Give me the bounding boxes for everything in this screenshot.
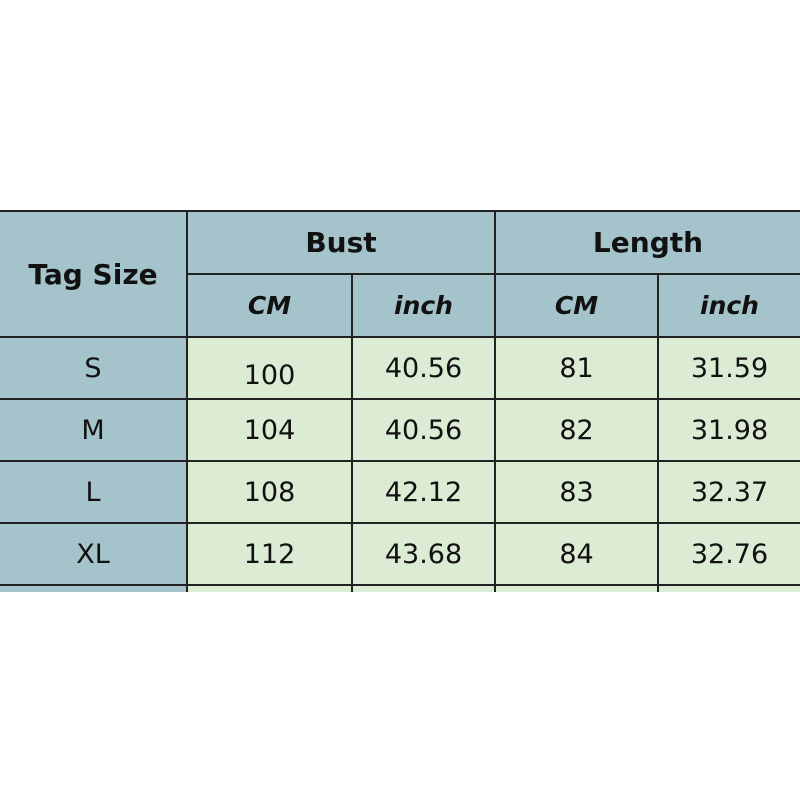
cell-bust-cm: 104: [188, 400, 353, 462]
header-tag-size: Tag Size: [0, 212, 188, 338]
cell-bust-inch: 40.56: [353, 400, 496, 462]
cell-size: M: [0, 400, 188, 462]
cell-length-inch: 31.98: [659, 400, 800, 462]
table-tail: [659, 586, 800, 592]
table-tail: [496, 586, 659, 592]
header-bust-inch: inch: [353, 275, 496, 338]
cell-length-inch: 32.37: [659, 462, 800, 524]
cell-length-cm: 81: [496, 338, 659, 400]
table-tail: [353, 586, 496, 592]
table-tail: [0, 586, 188, 592]
table-tail: [188, 586, 353, 592]
header-length: Length: [496, 212, 800, 275]
cell-size: S: [0, 338, 188, 400]
cell-length-cm: 83: [496, 462, 659, 524]
cell-length-cm: 82: [496, 400, 659, 462]
cell-length-inch: 32.76: [659, 524, 800, 586]
cell-bust-cm: 100: [188, 338, 353, 400]
cell-length-inch: 31.59: [659, 338, 800, 400]
cell-bust-inch: 42.12: [353, 462, 496, 524]
header-length-inch: inch: [659, 275, 800, 338]
cell-size: XL: [0, 524, 188, 586]
header-bust: Bust: [188, 212, 496, 275]
cell-bust-cm: 112: [188, 524, 353, 586]
header-bust-cm: CM: [188, 275, 353, 338]
header-length-cm: CM: [496, 275, 659, 338]
cell-bust-cm: 108: [188, 462, 353, 524]
cell-size: L: [0, 462, 188, 524]
cell-bust-inch: 43.68: [353, 524, 496, 586]
cell-bust-inch: 40.56: [353, 338, 496, 400]
table-top-border: [0, 210, 800, 212]
cell-length-cm: 84: [496, 524, 659, 586]
